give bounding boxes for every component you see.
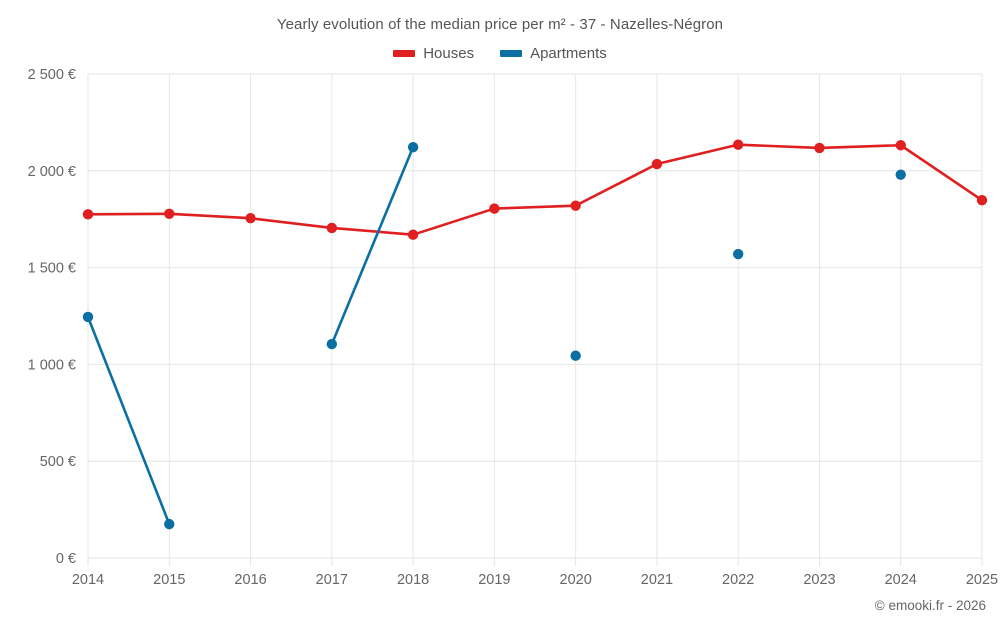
y-axis-tick-label: 2 000 € — [28, 164, 76, 180]
series-line-houses — [167, 212, 252, 220]
series-line-houses — [818, 143, 903, 150]
series-line-apartments — [330, 145, 415, 346]
series-line-houses — [736, 143, 821, 150]
footer-credit: © emooki.fr - 2026 — [874, 598, 986, 613]
data-point-apartments[interactable] — [407, 141, 419, 153]
x-axis-tick-label: 2020 — [560, 572, 592, 588]
series-line-houses — [86, 212, 171, 216]
y-axis-tick-label: 2 500 € — [28, 67, 76, 83]
data-point-houses[interactable] — [814, 142, 825, 154]
legend-item-houses[interactable]: Houses — [393, 45, 474, 62]
data-point-houses[interactable] — [570, 200, 581, 211]
x-axis-tick-label: 2022 — [722, 572, 754, 588]
x-axis-tick-label: 2014 — [72, 572, 104, 588]
x-axis-tick-label: 2025 — [966, 572, 998, 588]
y-axis-tick-label: 500 € — [40, 454, 76, 470]
data-point-houses[interactable] — [651, 158, 663, 170]
x-axis-tick-label: 2021 — [641, 572, 673, 588]
legend-label-apartments: Apartments — [530, 45, 607, 62]
y-axis-tick-label: 1 500 € — [28, 261, 76, 277]
series-line-houses — [655, 143, 740, 166]
y-axis-tick-label: 0 € — [56, 551, 76, 567]
series-line-houses — [574, 162, 659, 207]
x-axis-tick-label: 2024 — [885, 572, 917, 588]
y-axis-tick-label: 1 000 € — [28, 357, 76, 373]
data-point-apartments[interactable] — [326, 338, 338, 350]
chart-title: Yearly evolution of the median price per… — [276, 16, 724, 33]
data-point-apartments[interactable] — [570, 350, 581, 361]
legend-item-apartments[interactable]: Apartments — [500, 45, 607, 62]
data-point-houses[interactable] — [82, 209, 94, 220]
series-line-houses — [330, 226, 415, 236]
data-point-houses[interactable] — [895, 140, 906, 151]
x-axis-tick-label: 2016 — [234, 572, 266, 588]
series-line-houses — [249, 216, 334, 230]
x-axis-tick-label: 2023 — [803, 572, 835, 588]
chart-legend: Houses Apartments — [0, 45, 1000, 62]
series-line-houses — [411, 207, 496, 236]
data-point-apartments[interactable] — [82, 311, 94, 323]
x-axis-tick-label: 2015 — [153, 572, 185, 588]
x-axis-tick-label: 2019 — [478, 572, 510, 588]
data-point-houses[interactable] — [976, 195, 988, 206]
x-axis-tick-label: 2018 — [397, 572, 429, 588]
legend-swatch-apartments — [500, 50, 523, 57]
x-axis-tick-label: 2017 — [316, 572, 348, 588]
series-line-houses — [899, 143, 984, 202]
data-point-houses[interactable] — [245, 213, 256, 224]
data-point-houses[interactable] — [164, 208, 175, 219]
data-point-houses[interactable] — [326, 222, 338, 234]
data-point-houses[interactable] — [732, 139, 744, 150]
data-point-houses[interactable] — [489, 203, 500, 214]
data-point-houses[interactable] — [407, 229, 419, 240]
data-point-apartments[interactable] — [164, 518, 175, 530]
legend-label-houses: Houses — [423, 45, 475, 62]
data-point-apartments[interactable] — [895, 169, 906, 180]
legend-swatch-houses — [393, 50, 416, 57]
series-line-apartments — [86, 315, 171, 526]
series-line-houses — [493, 204, 577, 210]
data-point-apartments[interactable] — [732, 248, 744, 260]
